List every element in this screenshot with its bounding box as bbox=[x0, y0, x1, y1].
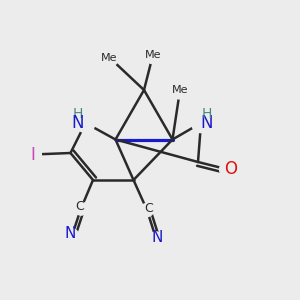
Text: H: H bbox=[202, 107, 212, 121]
Text: C: C bbox=[75, 200, 84, 214]
Text: Me: Me bbox=[145, 50, 161, 60]
Circle shape bbox=[171, 81, 189, 99]
Circle shape bbox=[220, 161, 236, 178]
Text: N: N bbox=[152, 230, 163, 244]
Text: Me: Me bbox=[172, 85, 188, 95]
Circle shape bbox=[144, 46, 162, 64]
Circle shape bbox=[140, 203, 154, 217]
Text: Me: Me bbox=[101, 52, 118, 63]
Text: N: N bbox=[65, 226, 76, 242]
Text: I: I bbox=[31, 146, 35, 164]
Text: C: C bbox=[144, 202, 153, 215]
Circle shape bbox=[149, 232, 163, 245]
Circle shape bbox=[74, 202, 88, 215]
Text: N: N bbox=[72, 114, 84, 132]
Text: N: N bbox=[201, 114, 213, 132]
Text: O: O bbox=[224, 160, 238, 178]
Circle shape bbox=[65, 229, 79, 242]
Circle shape bbox=[191, 113, 211, 133]
Circle shape bbox=[25, 146, 41, 163]
Text: H: H bbox=[73, 107, 83, 121]
Circle shape bbox=[76, 113, 95, 133]
Circle shape bbox=[100, 49, 118, 67]
